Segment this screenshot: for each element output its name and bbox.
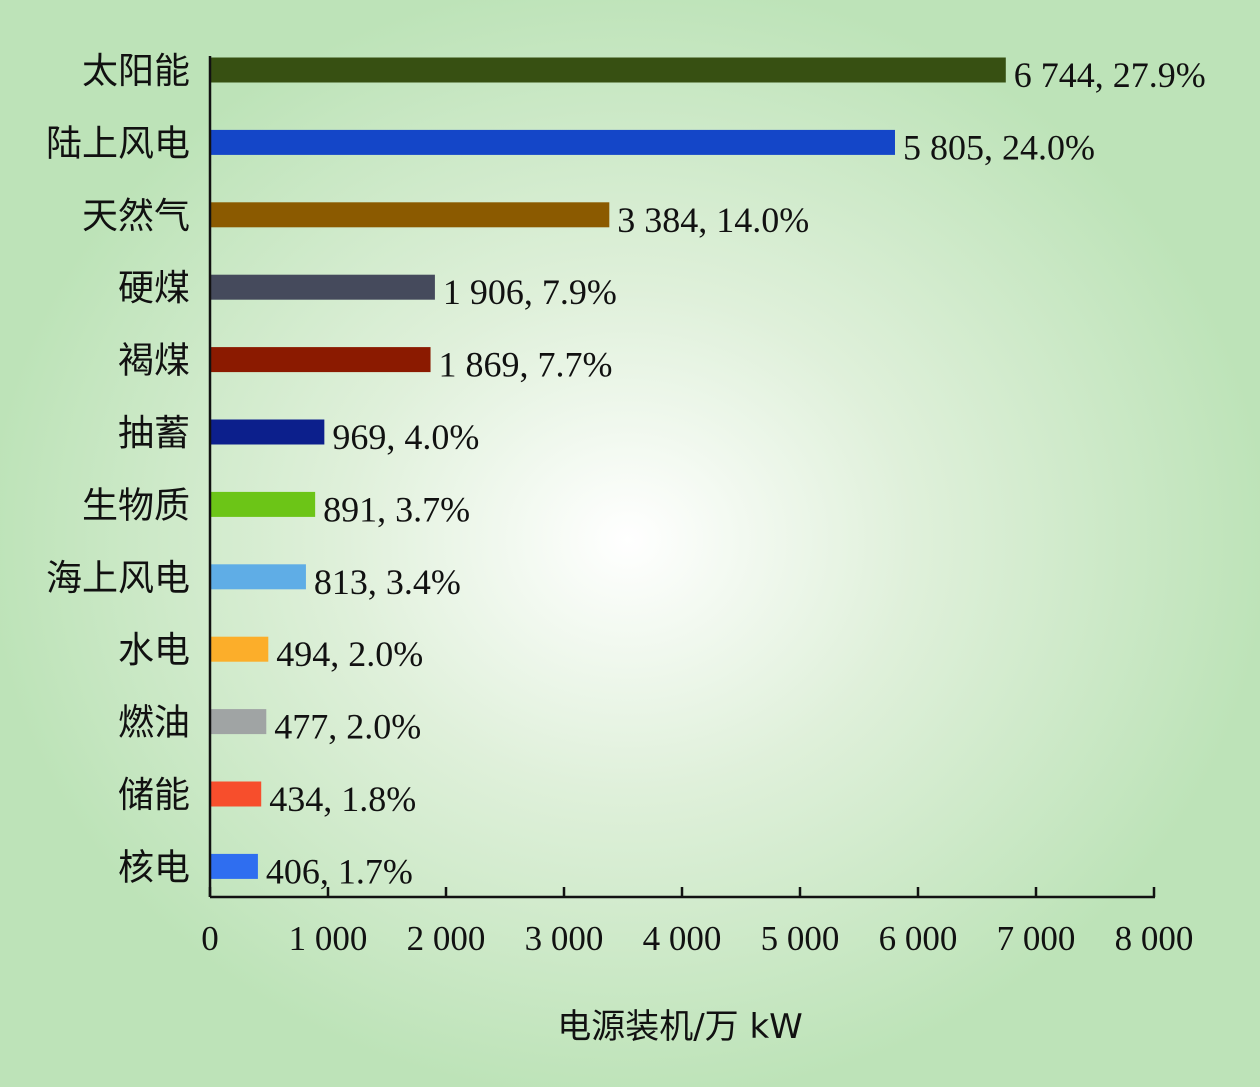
category-label-6: 抽蓄 — [118, 413, 190, 454]
bar-8 — [210, 564, 306, 590]
x-tick-label-7: 6 000 — [879, 919, 958, 958]
data-label-10: 477, 2.0% — [274, 707, 421, 747]
category-label-8: 海上风电 — [46, 558, 190, 599]
data-label-2: 5 805, 24.0% — [903, 127, 1095, 167]
category-label-10: 燃油 — [118, 703, 190, 744]
x-tick-label-5: 4 000 — [643, 919, 722, 958]
x-tick-label-3: 2 000 — [407, 919, 486, 958]
category-label-7: 生物质 — [82, 485, 190, 526]
data-label-4: 1 906, 7.9% — [443, 272, 617, 312]
x-axis-title: 电源装机/万 kW — [557, 1007, 803, 1047]
data-labels-group: 6 744, 27.9% 5 805, 24.0% 3 384, 14.0%1 90… — [266, 55, 1206, 891]
bar-4 — [210, 274, 435, 300]
category-label-11: 储能 — [118, 775, 190, 816]
category-label-12: 核电 — [118, 847, 190, 888]
bar-7 — [210, 491, 316, 517]
data-label-7: 891, 3.7% — [323, 489, 470, 529]
data-label-9: 494, 2.0% — [276, 634, 423, 674]
x-tick-label-9: 8 000 — [1115, 919, 1194, 958]
category-label-9: 水电 — [118, 630, 190, 671]
category-label-3: 天然气 — [82, 196, 190, 237]
bar-12 — [210, 853, 258, 879]
x-tick-label-8: 7 000 — [997, 919, 1076, 958]
x-tick-label-1: 0 — [201, 919, 219, 958]
bar-2 — [210, 129, 895, 155]
category-label-2: 陆上风电 — [46, 123, 190, 164]
data-label-3: 3 384, 14.0% — [617, 200, 809, 240]
category-label-1: 太阳能 — [82, 51, 190, 92]
x-tick-label-6: 5 000 — [761, 919, 840, 958]
bar-1 — [210, 57, 1006, 83]
axes-group — [208, 56, 1155, 899]
data-label-1: 6 744, 27.9% — [1014, 55, 1206, 95]
bar-10 — [210, 709, 267, 735]
ticks-group: 0 1 000 2 000 3 000 4 000 5 000 6 000 7 000 8 00… — [201, 887, 1193, 958]
x-tick-label-4: 3 000 — [525, 919, 604, 958]
bar-11 — [210, 781, 262, 807]
x-tick-label-2: 1 000 — [289, 919, 368, 958]
category-label-4: 硬煤 — [118, 268, 190, 309]
category-label-5: 褐煤 — [118, 341, 190, 382]
data-label-12: 406, 1.7% — [266, 851, 413, 891]
bar-6 — [210, 419, 325, 445]
data-label-8: 813, 3.4% — [314, 562, 461, 602]
data-label-6: 969, 4.0% — [332, 417, 479, 457]
bar-5 — [210, 347, 431, 373]
data-label-11: 434, 1.8% — [269, 779, 416, 819]
bar-3 — [210, 202, 610, 228]
bars-group — [210, 57, 1006, 879]
data-label-5: 1 869, 7.7% — [439, 345, 613, 385]
bar-9 — [210, 636, 269, 662]
